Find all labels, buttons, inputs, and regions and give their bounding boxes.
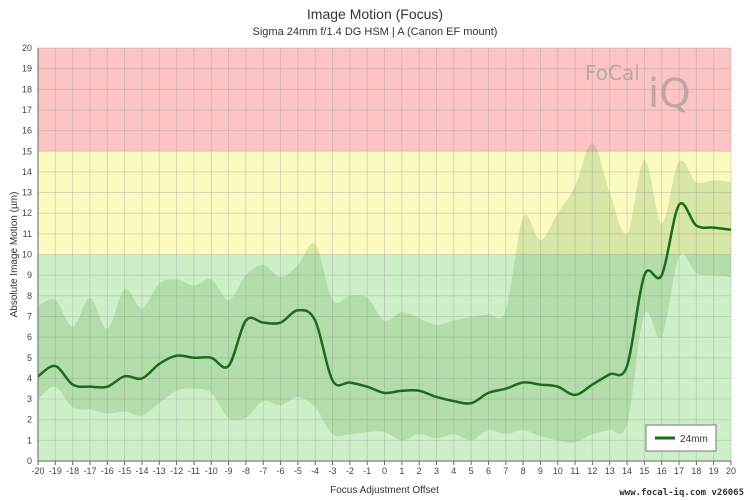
- x-tick-label: -14: [135, 466, 148, 476]
- y-tick-label: 13: [22, 188, 32, 198]
- y-tick-label: 15: [22, 146, 32, 156]
- x-tick-label: 19: [709, 466, 719, 476]
- watermark-logo-iq: iQ: [648, 71, 691, 117]
- x-tick-label: -11: [188, 466, 200, 476]
- y-tick-label: 17: [22, 105, 32, 115]
- x-tick-label: 5: [469, 466, 474, 476]
- y-tick-label: 5: [27, 353, 32, 363]
- x-tick-label: -7: [259, 466, 267, 476]
- x-tick-label: 15: [639, 466, 649, 476]
- x-tick-label: -9: [225, 466, 233, 476]
- x-tick-label: -10: [205, 466, 218, 476]
- y-tick-label: 18: [22, 84, 32, 94]
- y-tick-label: 19: [22, 64, 32, 74]
- x-tick-label: 17: [674, 466, 684, 476]
- y-tick-label: 16: [22, 126, 32, 136]
- x-tick-label: 12: [587, 466, 597, 476]
- zone-band-1: [38, 151, 731, 255]
- y-tick-label: 4: [27, 373, 32, 383]
- y-tick-label: 12: [22, 208, 32, 218]
- y-tick-label: 6: [27, 332, 32, 342]
- x-tick-label: -5: [294, 466, 302, 476]
- y-tick-label: 9: [27, 270, 32, 280]
- x-tick-label: -4: [311, 466, 319, 476]
- x-tick-label: 16: [657, 466, 667, 476]
- y-tick-label: 20: [22, 43, 32, 53]
- chart-title: Image Motion (Focus): [306, 6, 444, 22]
- x-tick-label: -2: [346, 466, 354, 476]
- x-tick-label: 6: [486, 466, 491, 476]
- y-axis-label: Absolute Image Motion (µm): [9, 192, 20, 318]
- x-tick-label: 1: [399, 466, 404, 476]
- watermark-logo: FoCal: [585, 61, 640, 85]
- x-tick-label: 7: [503, 466, 508, 476]
- legend-label-24mm: 24mm: [680, 434, 708, 445]
- x-tick-label: 11: [570, 466, 579, 476]
- y-tick-label: 3: [27, 394, 32, 404]
- y-tick-label: 1: [27, 435, 32, 445]
- x-tick-label: 20: [726, 466, 736, 476]
- x-tick-label: 3: [434, 466, 439, 476]
- y-tick-label: 8: [27, 291, 32, 301]
- x-tick-label: 13: [605, 466, 615, 476]
- x-tick-label: -3: [329, 466, 337, 476]
- x-tick-label: -12: [170, 466, 183, 476]
- x-tick-label: -1: [363, 466, 371, 476]
- x-tick-label: -6: [277, 466, 285, 476]
- y-tick-label: 2: [27, 415, 32, 425]
- y-tick-label: 10: [22, 250, 32, 260]
- y-tick-label: 14: [22, 167, 32, 177]
- x-tick-label: 2: [417, 466, 422, 476]
- y-tick-label: 7: [27, 311, 32, 321]
- x-axis-label: Focus Adjustment Offset: [330, 485, 439, 496]
- chart-subtitle: Sigma 24mm f/1.4 DG HSM | A (Canon EF mo…: [252, 26, 498, 38]
- x-tick-label: -13: [153, 466, 166, 476]
- x-tick-label: -15: [118, 466, 131, 476]
- x-tick-label: -18: [66, 466, 79, 476]
- y-tick-label: 11: [23, 229, 32, 239]
- series-range-band: [38, 142, 731, 443]
- x-tick-label: 9: [538, 466, 543, 476]
- footer-credit: www.focal-iq.com v26065: [619, 488, 744, 498]
- x-tick-label: -17: [83, 466, 96, 476]
- x-tick-label: 4: [451, 466, 456, 476]
- x-tick-label: 18: [691, 466, 701, 476]
- x-tick-label: 10: [553, 466, 563, 476]
- x-tick-label: -16: [101, 466, 114, 476]
- series-line-24mm: [37, 202, 732, 405]
- x-tick-label: -8: [242, 466, 250, 476]
- x-tick-label: 14: [622, 466, 632, 476]
- zone-band-0: [38, 254, 731, 461]
- x-tick-label: -19: [49, 466, 62, 476]
- x-tick-label: -20: [31, 466, 44, 476]
- x-tick-label: 8: [521, 466, 526, 476]
- zone-band-2: [38, 48, 731, 152]
- x-tick-label: 0: [382, 466, 387, 476]
- y-tick-label: 0: [27, 456, 32, 466]
